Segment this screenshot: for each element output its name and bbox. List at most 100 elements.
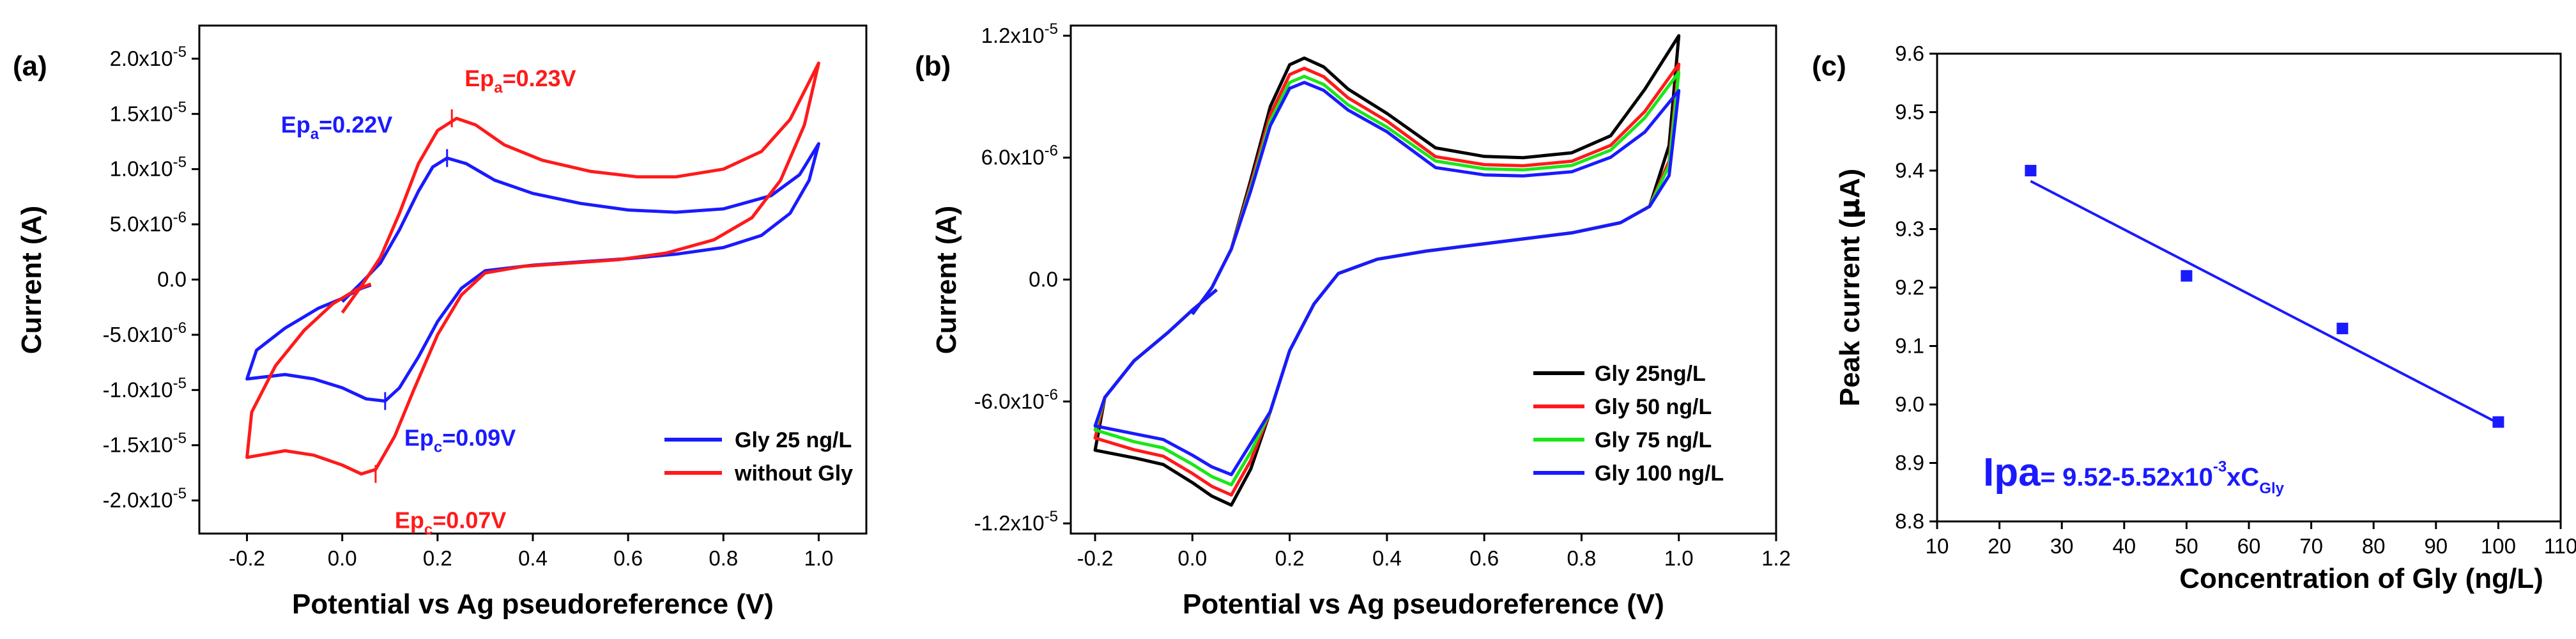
peak-label-sub: c <box>424 521 433 539</box>
eq-mid: xC <box>2227 463 2259 491</box>
peak-label-sub: a <box>310 125 319 142</box>
panel-c-x-tick-label: 20 <box>1988 534 2011 558</box>
panel-a-peak-label: Epc=0.07V <box>395 507 506 539</box>
panel-b-y-tick-mantissa: -1.2x10 <box>974 511 1045 535</box>
panel-a-x-tick-label: 0.4 <box>518 546 548 570</box>
peak-label-base: Ep <box>395 507 424 534</box>
panel-c-y-axis-title: Peak current (μA) <box>1834 169 1866 406</box>
panel-a-legend-label-without: without Gly <box>734 461 853 486</box>
panel-b-x-tick-label: 0.2 <box>1275 546 1305 570</box>
panel-a-cv-chart: (a) 2.0x10-51.5x10-51.0x10-55.0x10-60.0-… <box>13 24 868 620</box>
peak-label-base: Ep <box>404 425 434 451</box>
panel-a-y-tick-label: -2.0x10-5 <box>103 485 187 512</box>
panel-a-y-tick-mantissa: 2.0x10 <box>110 47 173 70</box>
panel-a-y-tick-mantissa: 5.0x10 <box>110 212 173 236</box>
panel-a-y-tick-label: 2.0x10-5 <box>110 43 187 70</box>
eq-sub: Gly <box>2259 480 2284 497</box>
panel-a-y-tick-label: 0.0 <box>157 268 187 291</box>
panel-b-y-tick-mantissa: -6.0x10 <box>974 389 1045 413</box>
panel-a-series-line-0 <box>245 142 820 403</box>
panel-c-y-tick-label: 8.8 <box>1895 509 1924 533</box>
panel-b-y-tick-label: -6.0x10-6 <box>974 386 1058 413</box>
peak-label-value: =0.23V <box>503 65 576 91</box>
panel-a-plot-frame <box>198 24 868 535</box>
panel-a-y-tick-label: 1.0x10-5 <box>110 154 187 181</box>
panel-c-y-tick-label: 9.3 <box>1895 217 1924 241</box>
panel-c-x-tick-label: 30 <box>2050 534 2074 558</box>
panel-c-x-tick-label: 90 <box>2424 534 2448 558</box>
panel-c-x-tick-label: 110 <box>2544 534 2576 558</box>
peak-label-base: Ep <box>464 65 494 91</box>
panel-c-x-tick-label: 60 <box>2237 534 2261 558</box>
panel-c-regression-equation: Ipa= 9.52-5.52x10-3xCGly <box>1983 450 2285 497</box>
panel-b-y-tick-exponent: -5 <box>1045 508 1058 525</box>
panel-a-y-tick-mantissa: -2.0x10 <box>103 488 173 512</box>
panel-a-y-tick-label: 1.5x10-5 <box>110 98 187 125</box>
peak-label-value: =0.07V <box>433 507 506 534</box>
panel-b-series-line-3 <box>1093 81 1681 477</box>
panel-a-y-axis: 2.0x10-51.5x10-51.0x10-55.0x10-60.0-5.0x… <box>103 43 199 512</box>
panel-c-y-tick-label: 8.9 <box>1895 451 1924 475</box>
panel-c-label: (c) <box>1812 50 1846 82</box>
panel-b-y-tick-label: 6.0x10-6 <box>981 142 1058 169</box>
panel-a-x-tick-label: -0.2 <box>229 546 265 570</box>
panel-a-x-tick-label: 0.8 <box>709 546 738 570</box>
panel-b-series-line-2 <box>1093 70 1681 487</box>
panel-b-legend-label-gly25: Gly 25ng/L <box>1595 362 1706 386</box>
panel-b-y-tick-mantissa: 0.0 <box>1029 268 1058 291</box>
panel-a-y-tick-mantissa: -1.5x10 <box>103 433 173 457</box>
panel-c-y-tick-label: 9.6 <box>1895 42 1924 65</box>
panel-a-x-axis-title: Potential vs Ag pseudoreference (V) <box>292 589 774 620</box>
panel-a-legend: Gly 25 ng/L without Gly <box>664 428 853 486</box>
panel-c-x-tick-label: 10 <box>1926 534 1949 558</box>
panel-b-y-axis: 1.2x10-56.0x10-60.0-6.0x10-6-1.2x10-5 <box>974 20 1071 535</box>
panel-b-y-tick-label: 1.2x10-5 <box>981 20 1058 47</box>
panel-b-x-axis: -0.2 0.0 0.2 0.4 0.6 0.8 1.0 1.2 <box>1077 534 1791 570</box>
panel-a-y-tick-label: 5.0x10-6 <box>110 209 187 236</box>
panel-b-x-tick-label: -0.2 <box>1077 546 1114 570</box>
panel-b-cv-chart: (b) 1.2x10-56.0x10-60.0-6.0x10-6-1.2x10-… <box>915 20 1791 620</box>
panel-c-y-tick-label: 9.5 <box>1895 100 1924 124</box>
panel-a-y-tick-mantissa: 1.0x10 <box>110 157 173 181</box>
panel-b-legend-label-gly100: Gly 100 ng/L <box>1595 461 1724 486</box>
panel-c-y-title-suffix: A) <box>1834 169 1866 198</box>
panel-a-y-tick-mantissa: -5.0x10 <box>103 323 173 346</box>
panel-c-y-tick-label: 9.4 <box>1895 158 1924 182</box>
panel-c-x-axis: 10 20 30 40 50 60 70 80 90 100 110 <box>1926 521 2576 558</box>
eq-rhs: = 9.52-5.52x10 <box>2041 463 2213 491</box>
panel-c-calibration-chart: (c) 8.8 8.9 9.0 9.1 9.2 9.3 9.4 9.5 9.6 10 20 30 40… <box>1812 42 2576 594</box>
panel-a-y-tick-exponent: -5 <box>173 43 187 61</box>
eq-lhs: Ipa <box>1983 450 2041 495</box>
panel-c-data-point <box>2025 165 2037 176</box>
panel-b-legend-label-gly50: Gly 50 ng/L <box>1595 395 1712 419</box>
panel-b-x-tick-label: 0.8 <box>1567 546 1597 570</box>
panel-b-series <box>1093 34 1681 507</box>
panel-a-y-tick-exponent: -5 <box>173 154 187 171</box>
panel-a-x-tick-label: 0.2 <box>423 546 452 570</box>
panel-b-x-tick-label: 0.0 <box>1177 546 1207 570</box>
panel-c-y-tick-label: 9.1 <box>1895 334 1924 358</box>
panel-b-legend-label-gly75: Gly 75 ng/L <box>1595 428 1712 452</box>
panel-b-x-tick-label: 0.4 <box>1372 546 1402 570</box>
panel-c-data-point <box>2181 270 2193 282</box>
panel-b-x-tick-label: 0.6 <box>1469 546 1499 570</box>
panel-c-data-point <box>2492 416 2504 428</box>
peak-label-value: =0.09V <box>442 425 516 451</box>
panel-c-y-tick-label: 9.0 <box>1895 392 1924 416</box>
panel-a-y-tick-label: -5.0x10-6 <box>103 320 187 346</box>
peak-label-value: =0.22V <box>319 111 392 137</box>
panel-a-peak-label: Epa=0.22V <box>281 111 392 142</box>
peak-label-base: Ep <box>281 111 310 137</box>
panel-c-x-tick-label: 40 <box>2112 534 2136 558</box>
panel-b-y-tick-mantissa: 6.0x10 <box>981 146 1045 169</box>
panel-a-y-tick-label: -1.5x10-5 <box>103 430 187 457</box>
panel-c-x-tick-label: 80 <box>2362 534 2386 558</box>
panel-b-x-tick-label: 1.2 <box>1761 546 1791 570</box>
eq-exp: -3 <box>2213 458 2227 475</box>
panel-a-y-tick-exponent: -5 <box>173 374 187 392</box>
panel-a-y-tick-exponent: -5 <box>173 98 187 116</box>
panel-a-x-tick-label: 0.0 <box>328 546 357 570</box>
panel-b-y-tick-exponent: -6 <box>1045 142 1058 160</box>
